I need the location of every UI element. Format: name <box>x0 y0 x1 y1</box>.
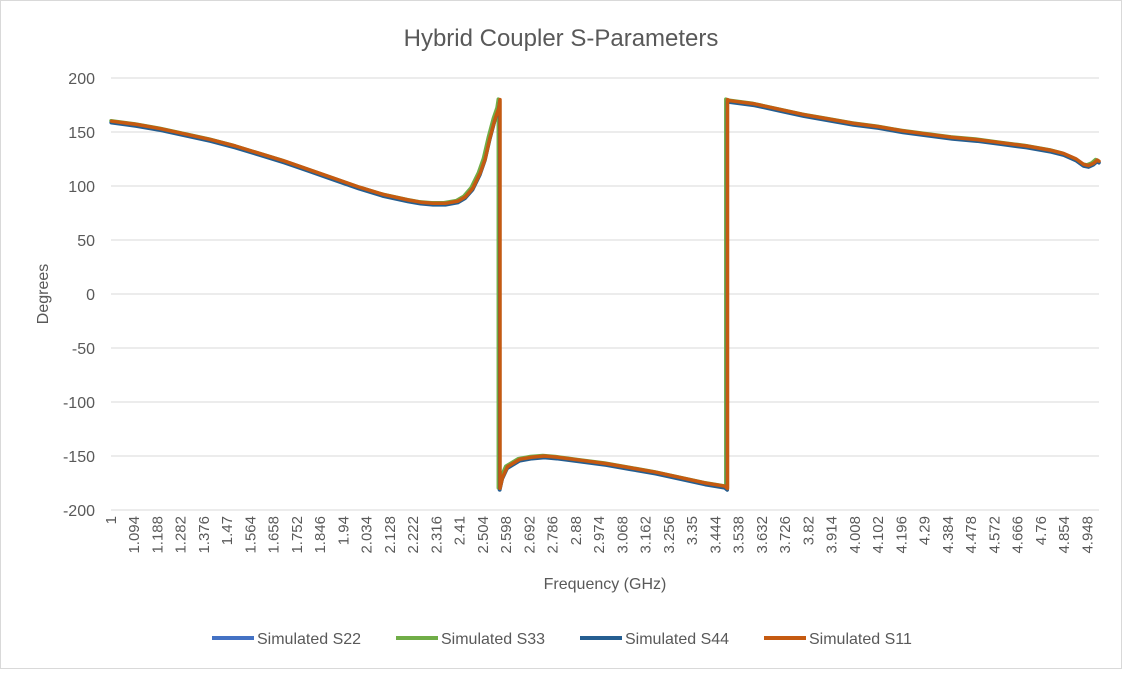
x-tick-label: 3.726 <box>777 516 794 554</box>
x-tick-label: 2.598 <box>498 516 515 554</box>
x-tick-label: 3.444 <box>707 516 724 554</box>
legend-label: Simulated S22 <box>257 631 361 648</box>
legend-item: Simulated S22 <box>212 631 361 648</box>
x-tick-label: 4.29 <box>917 516 934 545</box>
x-tick-label: 1.282 <box>173 516 190 554</box>
y-tick-label: 150 <box>68 125 95 142</box>
x-tick-label: 1.94 <box>335 516 352 545</box>
x-tick-label: 2.692 <box>521 516 538 554</box>
x-tick-label: 1.094 <box>126 516 143 554</box>
x-tick-label: 1.846 <box>312 516 329 554</box>
x-tick-label: 3.162 <box>638 516 655 554</box>
legend-item: Simulated S44 <box>580 631 729 648</box>
x-tick-label: 3.35 <box>684 516 701 545</box>
y-tick-label: 50 <box>77 233 95 250</box>
y-tick-label: -150 <box>63 449 95 466</box>
y-tick-label: -200 <box>63 503 95 520</box>
x-tick-label: 4.008 <box>847 516 864 554</box>
y-tick-label: 200 <box>68 71 95 88</box>
x-tick-label: 4.102 <box>870 516 887 554</box>
x-axis-label: Frequency (GHz) <box>544 576 667 593</box>
x-tick-label: 3.632 <box>754 516 771 554</box>
x-tick-label: 1 <box>103 516 120 524</box>
y-axis-ticks: 200 150 100 50 0 -50 -100 -150 -200 <box>63 71 95 520</box>
x-tick-label: 2.786 <box>545 516 562 554</box>
x-tick-label: 1.188 <box>149 516 166 554</box>
y-tick-label: -50 <box>72 341 95 358</box>
x-tick-label: 4.196 <box>893 516 910 554</box>
legend-label: Simulated S11 <box>809 631 912 648</box>
x-tick-label: 4.76 <box>1033 516 1050 545</box>
x-tick-label: 4.854 <box>1056 516 1073 554</box>
series-line-1 <box>109 98 1101 492</box>
x-tick-label: 4.666 <box>1010 516 1027 554</box>
x-tick-label: 2.41 <box>452 516 469 545</box>
x-tick-label: 1.47 <box>219 516 236 545</box>
x-tick-label: 3.538 <box>731 516 748 554</box>
x-tick-label: 3.82 <box>800 516 817 545</box>
series-line-3 <box>109 99 1101 492</box>
x-tick-label: 3.256 <box>661 516 678 554</box>
y-axis-label: Degrees <box>35 264 52 324</box>
x-tick-label: 2.974 <box>591 516 608 554</box>
series-layer <box>109 97 1101 492</box>
legend-item: Simulated S33 <box>396 631 545 648</box>
x-tick-label: 3.914 <box>824 516 841 554</box>
x-axis-ticks: 1 1.094 1.188 1.282 1.376 1.47 1.564 1.658 1.752… <box>103 516 1096 554</box>
x-tick-label: 2.222 <box>405 516 422 554</box>
x-tick-label: 2.504 <box>475 516 492 554</box>
x-tick-label: 4.572 <box>986 516 1003 554</box>
x-tick-label: 4.384 <box>940 516 957 554</box>
x-tick-label: 1.752 <box>289 516 306 554</box>
chart-title: Hybrid Coupler S-Parameters <box>404 25 719 52</box>
x-tick-label: 2.128 <box>382 516 399 554</box>
x-tick-label: 2.88 <box>568 516 585 545</box>
x-tick-label: 1.376 <box>196 516 213 554</box>
x-tick-label: 2.316 <box>428 516 445 554</box>
x-tick-label: 4.478 <box>963 516 980 554</box>
y-tick-label: -100 <box>63 395 95 412</box>
series-line-4 <box>109 97 1101 491</box>
y-tick-label: 100 <box>68 179 95 196</box>
y-tick-label: 0 <box>86 287 95 304</box>
x-tick-label: 1.564 <box>242 516 259 554</box>
x-tick-label: 2.034 <box>359 516 376 554</box>
legend: Simulated S22 Simulated S33 Simulated S44 S… <box>212 631 912 648</box>
grid <box>111 77 1099 511</box>
x-tick-label: 1.658 <box>266 516 283 554</box>
x-tick-label: 4.948 <box>1079 516 1096 554</box>
legend-item: Simulated S11 <box>764 631 912 648</box>
legend-label: Simulated S33 <box>441 631 545 648</box>
legend-label: Simulated S44 <box>625 631 729 648</box>
x-tick-label: 3.068 <box>614 516 631 554</box>
